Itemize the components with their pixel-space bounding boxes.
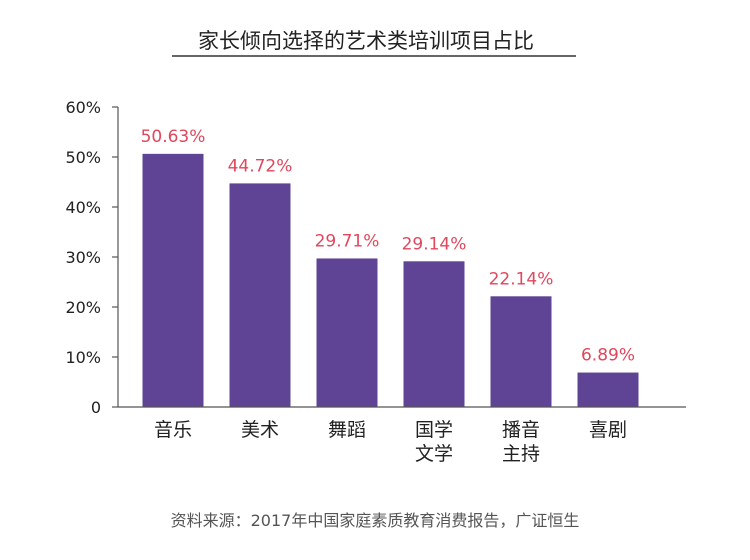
y-tick-label: 0 (91, 398, 101, 417)
bar-value-label: 29.14% (402, 234, 467, 254)
y-axis: 0 10% 20% 30% 40% 50% 60% (65, 98, 119, 417)
bar-value-label: 6.89% (581, 346, 635, 366)
x-category-label: 美术 (241, 419, 279, 441)
y-tick-label: 10% (65, 348, 101, 367)
bar (316, 258, 378, 407)
x-category-label: 主持 (502, 443, 540, 465)
y-tick-label: 40% (65, 198, 101, 217)
value-labels: 50.63% 44.72% 29.71% 29.14% 22.14% 6.89% (141, 127, 635, 366)
y-tick-label: 20% (65, 298, 101, 317)
x-category-label: 文学 (415, 443, 453, 465)
bar (142, 153, 204, 407)
x-category-label: 舞蹈 (328, 419, 366, 441)
bar-value-label: 44.72% (228, 156, 293, 176)
bar-value-label: 22.14% (489, 269, 554, 289)
source-note: 资料来源：2017年中国家庭素质教育消费报告，广证恒生 (171, 511, 580, 530)
bar (577, 372, 639, 407)
bar-value-label: 29.71% (315, 231, 380, 251)
bars (142, 153, 639, 407)
x-category-label: 国学 (415, 419, 453, 441)
chart-title: 家长倾向选择的艺术类培训项目占比 (198, 29, 534, 53)
y-tick-label: 60% (65, 98, 101, 117)
x-category-label: 播音 (502, 419, 540, 441)
bar (403, 261, 465, 407)
x-category-label: 喜剧 (589, 419, 627, 441)
x-category-label: 音乐 (154, 419, 192, 441)
bar (229, 183, 291, 407)
y-tick-label: 30% (65, 248, 101, 267)
y-tick-label: 50% (65, 148, 101, 167)
bar-value-label: 50.63% (141, 127, 206, 147)
bar (490, 296, 552, 407)
